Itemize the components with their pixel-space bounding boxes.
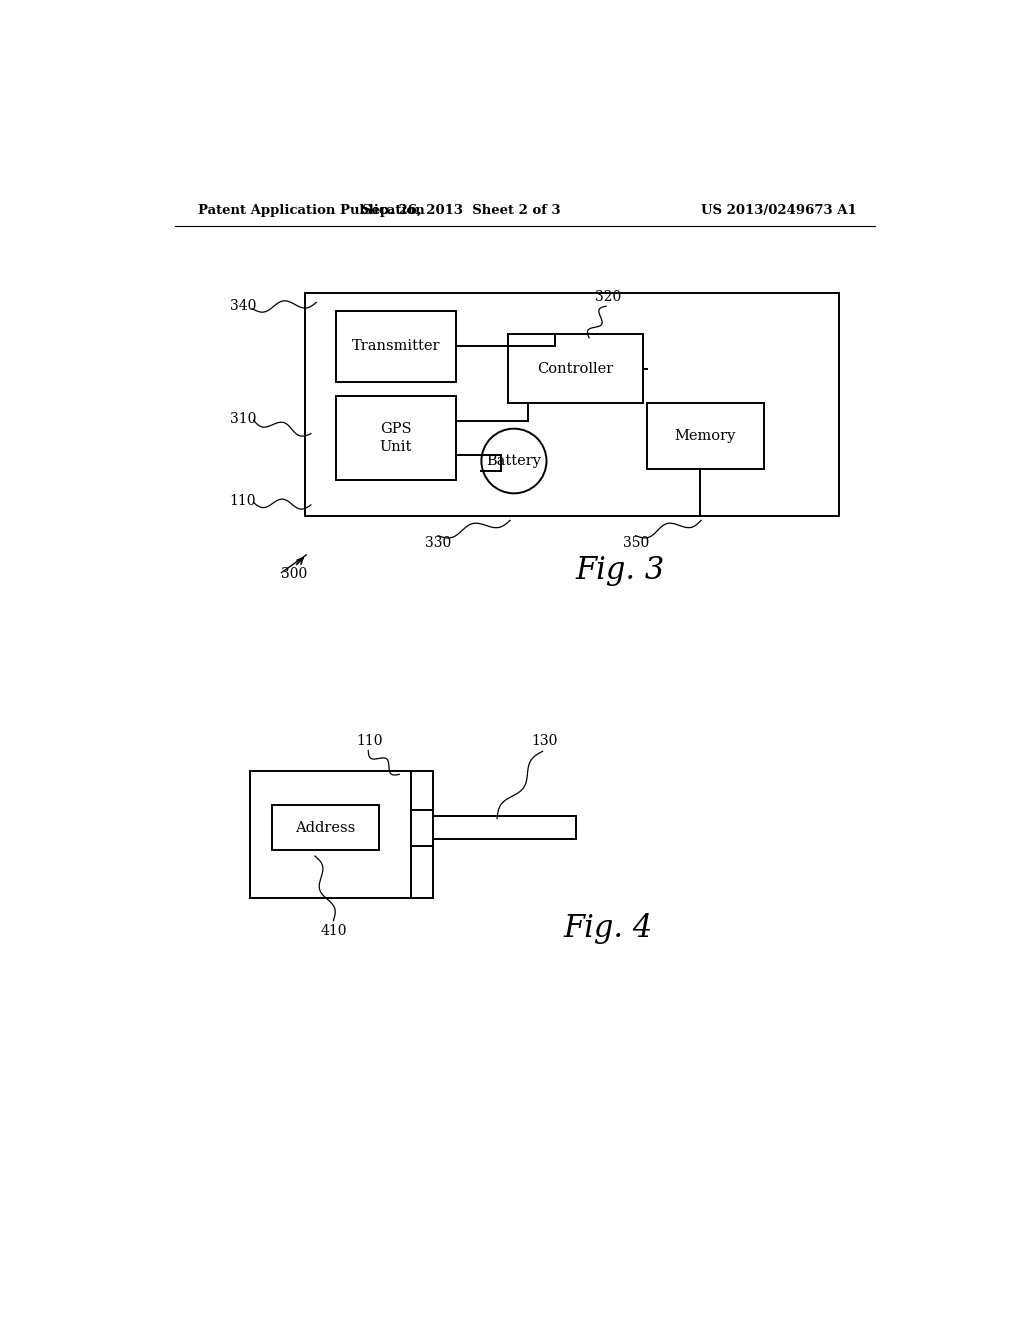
Text: 340: 340 [229,300,256,313]
Text: Fig. 4: Fig. 4 [564,913,653,944]
Bar [336,396,456,480]
Text: 320: 320 [595,290,622,304]
Bar [272,805,379,850]
Text: 350: 350 [623,536,649,550]
Text: GPS
Unit: GPS Unit [380,421,412,454]
Bar [251,771,432,898]
Bar [647,404,764,469]
Text: Sep. 26, 2013  Sheet 2 of 3: Sep. 26, 2013 Sheet 2 of 3 [361,205,560,218]
Text: US 2013/0249673 A1: US 2013/0249673 A1 [701,205,857,218]
Text: 310: 310 [229,412,256,425]
Text: Controller: Controller [538,362,613,376]
Text: Transmitter: Transmitter [351,339,440,354]
Text: Address: Address [296,821,355,834]
Bar [508,334,643,404]
Bar [432,816,575,840]
Text: 130: 130 [531,734,558,748]
Bar [336,312,456,381]
Circle shape [481,429,547,494]
Text: 110: 110 [356,734,383,748]
Text: Battery: Battery [486,454,542,469]
Text: Memory: Memory [675,429,736,444]
Text: 110: 110 [229,494,256,508]
Bar [305,293,840,516]
Text: 410: 410 [321,924,347,937]
Text: 300: 300 [282,568,307,581]
Text: Fig. 3: Fig. 3 [575,554,665,586]
Bar [411,810,432,846]
Text: Patent Application Publication: Patent Application Publication [198,205,425,218]
Text: 330: 330 [425,536,452,550]
